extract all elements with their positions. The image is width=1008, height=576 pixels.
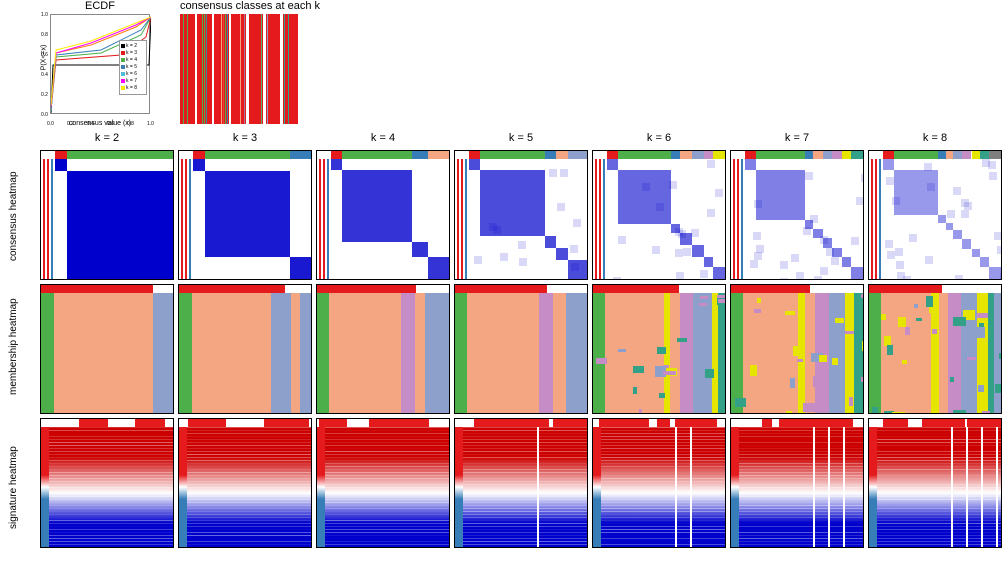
col-header-k5: k = 5	[454, 132, 588, 144]
consensus-classes-title: consensus classes at each k	[180, 0, 300, 12]
heatmap-cell	[178, 150, 312, 280]
heatmap-cell	[316, 418, 450, 548]
heatmap-cell	[730, 150, 864, 280]
ecdf-plot: k = 2k = 3k = 4k = 5k = 6k = 7k = 8 P(X<…	[50, 14, 150, 114]
row-label: membership heatmap	[8, 298, 19, 395]
row-label: consensus heatmap	[8, 171, 19, 261]
col-header-k6: k = 6	[592, 132, 726, 144]
heatmap-cell	[316, 150, 450, 280]
ecdf-legend: k = 2k = 3k = 4k = 5k = 6k = 7k = 8	[119, 40, 147, 95]
ecdf-panel: ECDF k = 2k = 3k = 4k = 5k = 6k = 7k = 8…	[40, 0, 160, 140]
col-header-k2: k = 2	[40, 132, 174, 144]
heatmap-cell	[868, 284, 1002, 414]
heatmap-cell	[454, 284, 588, 414]
heatmap-cell	[592, 418, 726, 548]
heatmap-cell	[40, 150, 174, 280]
heatmap-cell	[178, 418, 312, 548]
heatmap-cell	[592, 150, 726, 280]
consensus-classes-plot	[180, 14, 300, 124]
heatmap-cell	[730, 418, 864, 548]
heatmap-cell	[40, 418, 174, 548]
heatmap-cell	[40, 284, 174, 414]
heatmap-cell	[730, 284, 864, 414]
row-label: signature heatmap	[8, 446, 19, 529]
heatmap-cell	[316, 284, 450, 414]
heatmap-cell	[178, 284, 312, 414]
consensus-classes-panel: consensus classes at each k	[180, 0, 300, 140]
col-header-k4: k = 4	[316, 132, 450, 144]
heatmap-cell	[454, 418, 588, 548]
heatmap-cell	[454, 150, 588, 280]
ecdf-title: ECDF	[40, 0, 160, 12]
ecdf-xlabel: consensus value (x)	[51, 120, 149, 127]
col-header-k3: k = 3	[178, 132, 312, 144]
heatmap-cell	[868, 418, 1002, 548]
heatmap-cell	[868, 150, 1002, 280]
heatmap-cell	[592, 284, 726, 414]
col-header-k7: k = 7	[730, 132, 864, 144]
col-header-k8: k = 8	[868, 132, 1002, 144]
